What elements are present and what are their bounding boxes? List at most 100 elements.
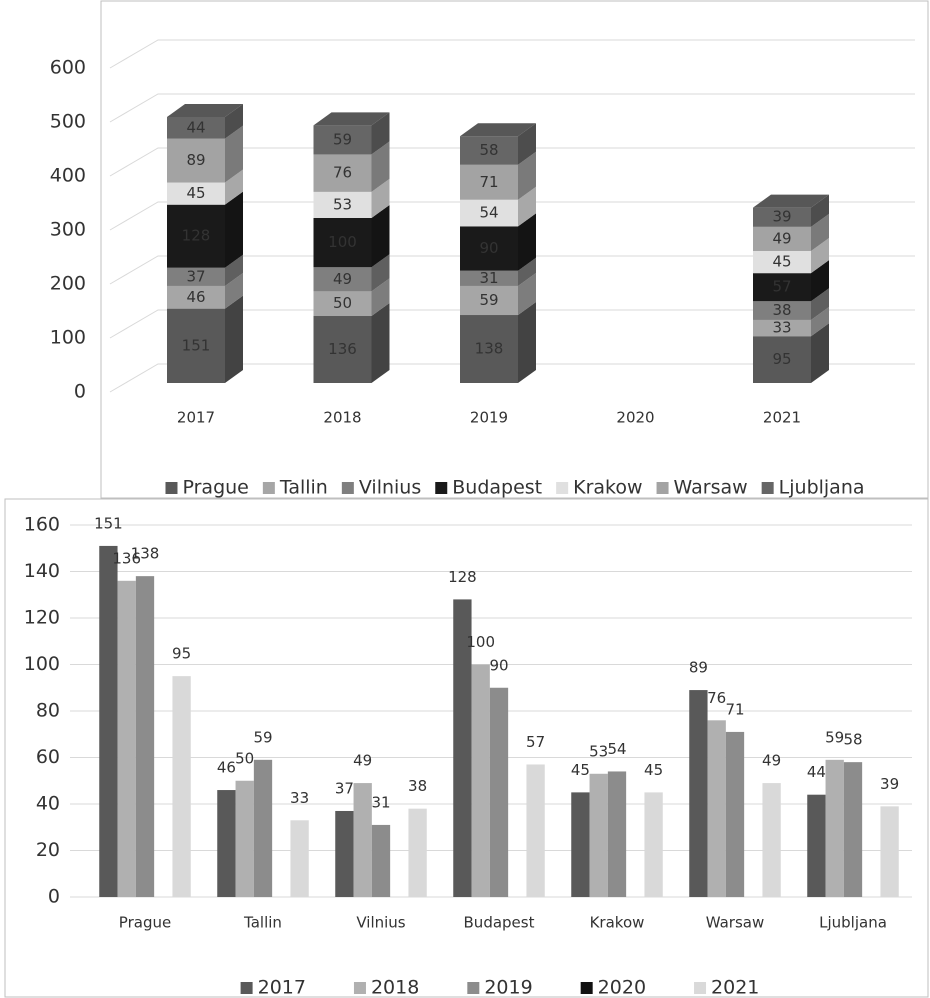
bar-side xyxy=(225,169,243,205)
bar-segment xyxy=(313,254,390,292)
legend-swatch xyxy=(580,982,593,994)
bar-segment xyxy=(313,178,390,218)
bar xyxy=(571,792,590,897)
data-label: 89 xyxy=(186,151,205,169)
bar-side xyxy=(811,306,829,337)
bar-segment xyxy=(313,204,390,268)
x-tick-label: 2017 xyxy=(177,409,215,427)
bar-top xyxy=(753,194,829,208)
legend-swatch xyxy=(341,482,354,494)
y-tick-label: 600 xyxy=(50,57,86,79)
data-label: 89 xyxy=(689,659,708,677)
bar-segment xyxy=(460,151,536,200)
bar-front xyxy=(460,164,518,200)
bar-front xyxy=(167,308,225,383)
bar-side xyxy=(518,213,536,271)
data-label: 58 xyxy=(479,141,498,159)
bar-side xyxy=(811,213,829,251)
data-label: 59 xyxy=(825,728,844,746)
legend-label: Ljubljana xyxy=(779,477,865,499)
legend-item: Warsaw xyxy=(656,477,748,499)
x-tick-label: Prague xyxy=(119,914,171,932)
bottom-chart-frame xyxy=(4,498,929,998)
bar-side xyxy=(518,186,536,227)
legend-item: Budapest xyxy=(435,477,542,499)
y-tick-label: 100 xyxy=(24,653,60,675)
bar-segment xyxy=(167,272,243,309)
data-label: 50 xyxy=(333,294,352,312)
y-tick-label: 0 xyxy=(48,886,60,908)
legend-item: Tallin xyxy=(262,477,328,499)
bar xyxy=(825,759,844,897)
data-label: 71 xyxy=(479,173,498,191)
bar xyxy=(353,783,372,897)
bar-top xyxy=(167,104,243,117)
bar-segment xyxy=(167,295,243,383)
bar-side xyxy=(371,141,390,192)
bar xyxy=(880,806,899,897)
x-tick-label: 2021 xyxy=(763,409,801,427)
bar xyxy=(807,794,826,897)
data-label: 39 xyxy=(880,775,899,793)
bar-front xyxy=(753,226,811,251)
bar xyxy=(290,820,309,897)
bar xyxy=(707,720,726,897)
bar-front xyxy=(460,199,518,227)
data-label: 31 xyxy=(371,793,390,811)
bar-segment xyxy=(167,169,243,205)
bar-segment xyxy=(313,141,390,192)
data-label: 151 xyxy=(182,336,211,354)
bar-segment xyxy=(313,112,390,155)
bar-side xyxy=(225,272,243,309)
data-label: 128 xyxy=(182,227,211,245)
data-label: 50 xyxy=(235,749,254,767)
bar xyxy=(253,759,273,897)
bar xyxy=(117,580,136,897)
bar-segment xyxy=(167,125,243,183)
bar-segment xyxy=(167,254,243,286)
bar-front xyxy=(313,217,372,268)
data-label: 45 xyxy=(772,253,791,271)
legend-swatch xyxy=(262,482,275,494)
legend-label: Krakow xyxy=(573,477,642,499)
bar-front xyxy=(460,226,518,271)
data-label: 136 xyxy=(112,549,141,567)
data-label: 95 xyxy=(172,645,191,663)
bar-segment xyxy=(167,191,243,268)
bar-segment xyxy=(753,213,829,251)
bar-side xyxy=(811,237,829,274)
bar-top xyxy=(313,112,390,126)
bar-segment xyxy=(753,194,829,227)
data-label: 38 xyxy=(772,301,791,319)
x-tick-label: 2020 xyxy=(616,409,654,427)
bar-side xyxy=(518,151,536,200)
bar xyxy=(607,771,627,897)
bar-front xyxy=(460,136,518,165)
grid-line xyxy=(109,147,915,177)
bar xyxy=(217,790,236,897)
data-label: 138 xyxy=(131,545,160,563)
legend-item: Ljubljana xyxy=(761,477,865,499)
data-label: 39 xyxy=(772,208,791,226)
x-tick-label: Budapest xyxy=(464,914,535,932)
bar-side xyxy=(371,204,390,268)
bar xyxy=(335,810,354,897)
y-tick-label: 100 xyxy=(50,327,86,349)
grid-line xyxy=(109,93,915,123)
y-tick-label: 400 xyxy=(50,165,86,187)
bar-side xyxy=(225,191,243,268)
bar-segment xyxy=(167,104,243,139)
data-label: 128 xyxy=(448,568,477,586)
legend-label: 2021 xyxy=(711,977,759,998)
bar-side xyxy=(371,112,390,155)
grid-line xyxy=(109,255,915,285)
bar-segment xyxy=(753,288,829,320)
data-label: 59 xyxy=(253,728,272,746)
legend-swatch xyxy=(694,982,707,994)
bar-front xyxy=(313,191,372,218)
bar-front xyxy=(167,267,225,286)
legend-item: 2017 xyxy=(240,977,306,998)
x-tick-label: Warsaw xyxy=(706,914,765,932)
legend-label: 2018 xyxy=(371,977,419,998)
bar-side xyxy=(811,323,829,383)
